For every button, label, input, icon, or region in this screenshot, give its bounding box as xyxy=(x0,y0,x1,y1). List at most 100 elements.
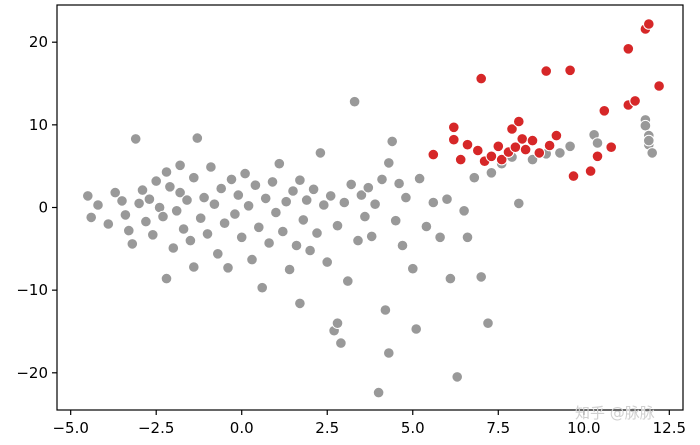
data-point xyxy=(389,214,402,227)
data-point xyxy=(475,72,488,85)
data-point xyxy=(239,167,251,180)
x-tick-label: −2.5 xyxy=(138,419,174,437)
data-point xyxy=(259,192,272,205)
data-point xyxy=(554,147,566,159)
data-point xyxy=(513,115,525,128)
data-point xyxy=(448,121,460,134)
data-point xyxy=(643,134,655,147)
data-point xyxy=(126,238,139,250)
x-tick-label: 2.5 xyxy=(315,419,339,437)
data-point xyxy=(208,198,221,210)
data-point xyxy=(643,18,655,30)
data-point xyxy=(102,218,115,230)
data-point xyxy=(369,198,381,210)
data-point xyxy=(160,272,173,285)
data-point xyxy=(321,256,334,268)
data-point xyxy=(543,139,556,152)
data-point xyxy=(506,123,518,135)
data-point xyxy=(170,205,183,217)
data-point xyxy=(256,281,269,294)
data-point xyxy=(359,210,371,223)
data-point xyxy=(249,179,262,191)
data-point xyxy=(564,140,576,153)
data-point xyxy=(386,135,399,148)
data-point xyxy=(252,221,265,234)
data-point xyxy=(235,231,248,244)
data-point xyxy=(468,171,481,184)
data-point xyxy=(140,215,152,228)
data-point xyxy=(492,140,505,153)
data-point xyxy=(297,214,310,226)
data-point xyxy=(188,171,200,184)
data-point xyxy=(434,231,446,244)
data-point xyxy=(229,208,241,220)
data-point xyxy=(150,175,162,187)
data-point xyxy=(653,80,665,92)
data-point xyxy=(485,167,498,179)
data-point xyxy=(393,177,405,190)
data-point xyxy=(194,212,207,224)
data-point xyxy=(407,262,419,275)
data-point xyxy=(92,199,104,211)
data-point xyxy=(379,304,392,316)
data-point xyxy=(383,347,395,359)
data-point xyxy=(335,337,347,349)
data-point xyxy=(215,182,227,195)
data-point xyxy=(280,195,293,208)
data-point xyxy=(181,194,193,206)
data-point xyxy=(191,132,204,144)
data-point xyxy=(164,181,176,193)
x-tick-label: 0.0 xyxy=(230,419,254,437)
data-point xyxy=(263,237,275,249)
data-point xyxy=(629,95,641,107)
data-point xyxy=(133,197,145,210)
data-point xyxy=(485,150,498,163)
data-point xyxy=(420,220,433,233)
data-point xyxy=(396,239,409,252)
data-point xyxy=(540,65,553,77)
data-point xyxy=(218,217,231,229)
data-point xyxy=(167,242,180,254)
data-point xyxy=(550,129,563,142)
data-point xyxy=(513,197,525,210)
data-point xyxy=(290,239,303,252)
data-point xyxy=(277,225,289,238)
data-point xyxy=(314,147,327,159)
data-point xyxy=(365,230,378,243)
data-point xyxy=(294,297,306,310)
data-point xyxy=(147,229,159,241)
data-point xyxy=(116,195,128,207)
data-point xyxy=(519,143,532,156)
y-tick-label: 0 xyxy=(38,199,48,217)
data-point xyxy=(427,148,440,161)
data-point xyxy=(342,275,354,287)
y-tick-label: −10 xyxy=(16,281,48,299)
data-point xyxy=(591,137,604,149)
data-point xyxy=(232,189,245,201)
data-point xyxy=(283,263,296,276)
data-point xyxy=(212,248,224,260)
x-tick-label: 12.5 xyxy=(653,419,686,437)
data-point xyxy=(188,261,200,273)
data-point xyxy=(160,166,173,178)
data-point xyxy=(376,173,388,186)
data-point xyxy=(646,147,659,159)
data-point xyxy=(352,234,364,247)
data-point xyxy=(475,271,488,283)
data-point xyxy=(266,176,279,188)
data-point xyxy=(318,199,330,211)
data-point xyxy=(362,181,375,194)
data-point xyxy=(472,144,484,157)
data-point xyxy=(177,223,190,235)
data-point xyxy=(451,371,464,383)
data-point xyxy=(516,133,529,145)
data-point xyxy=(119,209,132,221)
data-point xyxy=(383,157,395,169)
data-point xyxy=(444,272,457,285)
x-tick-label: −5.0 xyxy=(52,419,88,437)
data-point xyxy=(174,159,186,172)
data-point xyxy=(355,189,368,201)
data-point xyxy=(246,253,258,266)
data-point xyxy=(410,323,423,335)
data-point xyxy=(461,138,474,151)
